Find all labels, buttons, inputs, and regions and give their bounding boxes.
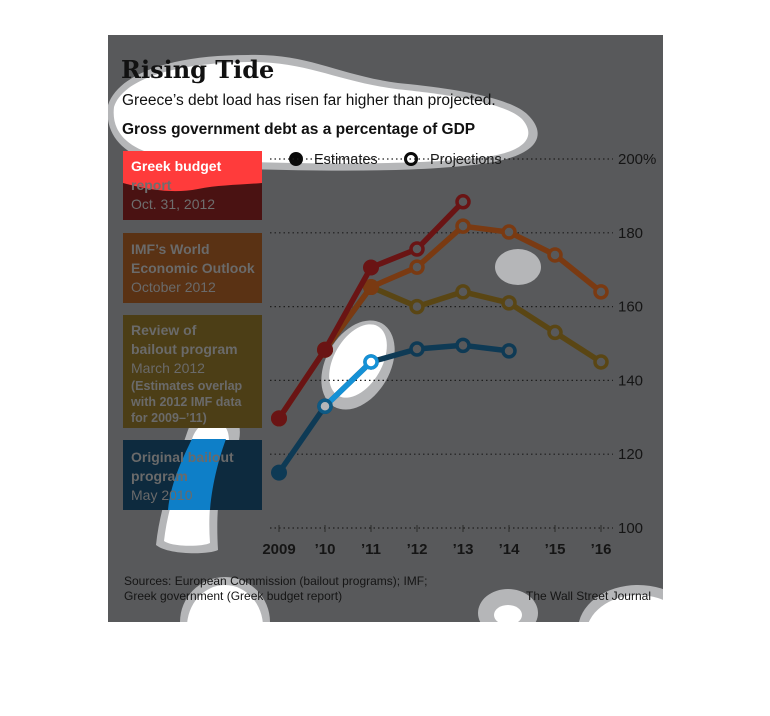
box-review-line3: March 2012 [131, 360, 205, 376]
y-tick-label: 100 [618, 520, 643, 537]
grid [270, 158, 613, 529]
series-1 [271, 218, 609, 427]
y-tick-label: 140 [618, 372, 643, 389]
highlight-segment [323, 359, 373, 409]
x-tick-label: ’14 [499, 541, 521, 558]
x-tick-label: ’10 [315, 541, 336, 558]
box-original-line2: program [131, 468, 188, 484]
legend-projections-label: Projections [430, 152, 502, 168]
box-greek-budget-line2: report [131, 177, 172, 193]
box-imf-weo-line3: October 2012 [131, 279, 216, 295]
x-tick-label: ’13 [453, 541, 474, 558]
box-review [123, 315, 262, 428]
box-imf-weo-line2: Economic Outlook [131, 260, 255, 276]
highlight-blob-source-inner [187, 585, 263, 622]
x-tick-label: ’16 [591, 541, 612, 558]
data-point-projection [501, 343, 517, 359]
box-review-note2: with 2012 IMF data [130, 395, 242, 409]
chart-panel: Rising Tide Greece’s debt load has risen… [108, 35, 663, 622]
box-original-highlight [168, 439, 226, 510]
data-point-projection [501, 224, 517, 240]
box-imf-weo-line1: IMF’s World [131, 241, 210, 257]
x-tick-label: ’11 [361, 541, 381, 558]
chart-subtitle: Greece’s debt load has risen far higher … [122, 92, 496, 109]
data-point-projection [409, 259, 425, 275]
series-0 [271, 194, 471, 427]
y-tick-label: 180 [618, 225, 643, 242]
box-original-line3: May 2010 [131, 487, 193, 503]
credit: The Wall Street Journal [526, 589, 651, 603]
data-point-projection [547, 324, 563, 341]
y-axis: 200% 180 160 140 120 100 [618, 151, 656, 537]
data-point-projection [409, 341, 425, 357]
data-point-projection [409, 298, 425, 315]
data-point-estimate [363, 259, 379, 276]
data-point-projection [547, 247, 563, 263]
data-point-estimate [271, 464, 287, 481]
highlight-blob-2010-inner [329, 324, 387, 398]
box-review-note3: for 2009–’11) [131, 411, 207, 425]
box-review-line2: bailout program [131, 341, 238, 357]
legend-estimates-label: Estimates [314, 152, 378, 168]
highlight-overlays [108, 54, 663, 622]
data-point-projection [455, 194, 471, 210]
x-tick-label: 2009 [262, 541, 295, 558]
line-chart: Rising Tide Greece’s debt load has risen… [108, 54, 663, 622]
data-point-estimate [271, 410, 287, 427]
y-tick-label: 160 [618, 299, 643, 316]
highlight-blob-2013 [495, 249, 541, 285]
box-greek-budget-line3: Oct. 31, 2012 [131, 196, 215, 212]
legend: Estimates Projections [289, 152, 502, 168]
legend-estimates-marker [289, 152, 303, 166]
source-line-2: Greek government (Greek budget report) [124, 589, 342, 603]
data-point-projection [455, 284, 471, 300]
x-axis: 2009 ’10 ’11 ’12 ’13 ’14 ’15 ’16 [262, 525, 611, 558]
data-point-projection [501, 295, 517, 311]
data-point-estimate [317, 341, 333, 358]
data-point-projection [593, 354, 609, 370]
series-labels: Greek budget report Oct. 31, 2012 IMF’s … [123, 151, 262, 510]
y-tick-label: 120 [618, 446, 643, 463]
box-greek-budget-line1: Greek budget [131, 158, 222, 174]
data-point-projection [317, 398, 333, 414]
source-line-1: Sources: European Commission (bailout pr… [124, 574, 427, 588]
box-original-line1: Original bailout [131, 449, 234, 465]
data-point-projection [409, 241, 425, 257]
y-tick-label: 200% [618, 151, 656, 168]
y-axis-description: Gross government debt as a percentage of… [122, 121, 475, 138]
box-review-note1: (Estimates overlap [131, 379, 243, 393]
data-point-projection [455, 337, 471, 354]
data-point-estimate [363, 279, 379, 296]
data-point-projection [593, 284, 609, 300]
highlight-blob-credit-right-inner [588, 595, 663, 622]
box-greek-budget-highlight [123, 151, 262, 192]
series-lines [271, 194, 609, 481]
data-point-projection [455, 218, 471, 234]
series-original-highlight [317, 354, 379, 414]
x-tick-label: ’15 [545, 541, 566, 558]
box-review-line1: Review of [131, 322, 197, 338]
data-point-projection [363, 354, 379, 370]
highlight-blob-title-inner [113, 61, 529, 164]
highlight-blob-credit-left-inner [494, 605, 522, 622]
x-tick-label: ’12 [407, 541, 428, 558]
box-imf-weo [123, 233, 262, 303]
chart-title: Rising Tide [121, 55, 274, 84]
